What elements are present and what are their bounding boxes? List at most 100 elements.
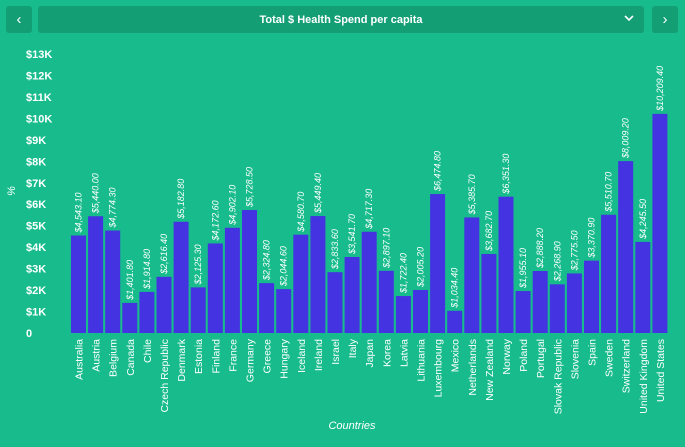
y-tick-label: $13K: [26, 49, 52, 61]
x-tick-label: Korea: [381, 339, 393, 367]
x-tick-label: Ireland: [313, 339, 325, 371]
data-label: $5,182.80: [176, 179, 186, 220]
x-tick-label: Iceland: [296, 339, 308, 373]
x-tick-label: Slovak Republic: [552, 339, 564, 414]
bar-luxembourg[interactable]: [430, 194, 446, 333]
bar-canada[interactable]: [122, 302, 138, 333]
bar-united-kingdom[interactable]: [635, 241, 651, 333]
data-label: $2,005.20: [416, 247, 426, 288]
x-tick-label: Netherlands: [467, 339, 479, 396]
bar-japan[interactable]: [361, 231, 377, 333]
data-label: $1,722.40: [398, 253, 408, 294]
bar-belgium[interactable]: [105, 230, 121, 333]
bar-australia[interactable]: [71, 235, 86, 333]
x-tick-label: Sweden: [604, 339, 616, 377]
bar-switzerland[interactable]: [618, 161, 634, 333]
x-tick-label: Switzerland: [621, 339, 633, 393]
bar-mexico[interactable]: [447, 310, 463, 333]
chevron-left-icon: ‹: [16, 11, 22, 28]
y-axis: 0 $1K $2K $3K $4K $5K $6K $7K $8K $9K $10K $11K $12K…: [26, 49, 52, 340]
data-label: $2,324.80: [262, 240, 272, 281]
y-tick-label: $4K: [26, 242, 46, 254]
y-tick-label: $10K: [26, 113, 52, 125]
x-tick-label: Belgium: [108, 339, 120, 377]
chevron-right-icon: ›: [662, 11, 668, 28]
bar-slovak-republic[interactable]: [549, 284, 565, 333]
bar-portugal[interactable]: [532, 271, 548, 333]
data-label: $5,449.40: [313, 173, 323, 214]
bar-united-states[interactable]: [652, 113, 668, 334]
x-axis: Australia Austria Belgium Canada Chile Czech …: [74, 338, 667, 414]
bar-ireland[interactable]: [310, 216, 326, 333]
x-tick-label: Czech Republic: [159, 339, 171, 413]
data-label: $6,474.80: [433, 151, 443, 192]
bar-iceland[interactable]: [293, 234, 309, 333]
data-label: $6,351.30: [501, 154, 511, 195]
data-label: $3,682.70: [484, 211, 494, 252]
bar-korea[interactable]: [378, 270, 394, 333]
y-tick-label: $9K: [26, 135, 46, 147]
bar-czech-republic[interactable]: [156, 276, 172, 333]
bar-italy[interactable]: [344, 256, 360, 333]
next-button[interactable]: ›: [652, 6, 678, 33]
bars: $4,543.10 $5,440.00 $4,774.30 $1,401.80 $1,9…: [71, 66, 668, 334]
data-label: $2,888.20: [535, 228, 545, 269]
bar-denmark[interactable]: [173, 221, 189, 333]
x-tick-label: Latvia: [398, 339, 410, 367]
bar-austria[interactable]: [88, 216, 104, 333]
y-tick-label: 0: [26, 328, 32, 340]
data-label: $8,009.20: [621, 118, 631, 159]
bar-hungary[interactable]: [276, 289, 292, 333]
x-tick-label: Denmark: [176, 338, 188, 381]
bar-finland[interactable]: [207, 243, 223, 333]
bar-france[interactable]: [224, 227, 240, 333]
bar-new-zealand[interactable]: [481, 253, 497, 333]
data-label: $1,034.40: [450, 268, 460, 309]
bar-sweden[interactable]: [601, 214, 617, 333]
bar-lithuania[interactable]: [413, 289, 428, 333]
bar-poland[interactable]: [515, 291, 531, 333]
x-tick-label: Poland: [518, 339, 530, 372]
bar-slovenia[interactable]: [566, 273, 582, 333]
y-tick-label: $12K: [26, 70, 52, 82]
x-tick-label: Spain: [587, 339, 599, 366]
data-label: $4,580.70: [296, 192, 306, 233]
metric-select[interactable]: Total $ Health Spend per capita: [38, 6, 644, 33]
previous-button[interactable]: ‹: [6, 6, 32, 33]
data-label: $1,955.10: [518, 248, 528, 289]
bar-germany[interactable]: [242, 210, 257, 333]
y-tick-label: $8K: [26, 156, 46, 168]
bar-chile[interactable]: [139, 291, 155, 333]
x-tick-label: Finland: [210, 339, 222, 374]
x-tick-label: Norway: [501, 338, 513, 374]
data-label: $3,370.90: [587, 218, 597, 259]
x-tick-label: Slovenia: [569, 339, 581, 379]
data-label: $2,897.10: [381, 228, 391, 269]
x-tick-label: United States: [655, 339, 667, 402]
x-tick-label: Austria: [91, 339, 103, 372]
bar-norway[interactable]: [498, 196, 514, 333]
x-tick-label: Germany: [245, 338, 257, 382]
data-label: $2,833.60: [330, 229, 340, 270]
bar-latvia[interactable]: [395, 296, 411, 333]
y-tick-label: $5K: [26, 221, 46, 233]
bar-greece[interactable]: [259, 283, 275, 333]
data-label: $2,044.60: [279, 246, 289, 287]
y-axis-label: %: [6, 186, 18, 196]
data-label: $4,245.50: [638, 199, 648, 240]
x-tick-label: Portugal: [535, 339, 547, 378]
bar-spain[interactable]: [584, 260, 599, 333]
y-tick-label: $11K: [26, 92, 52, 104]
bar-estonia[interactable]: [190, 287, 206, 333]
bar-israel[interactable]: [327, 272, 343, 333]
data-label: $5,385.70: [467, 174, 477, 215]
bar-netherlands[interactable]: [464, 217, 480, 333]
data-label: $4,717.30: [364, 189, 374, 230]
data-label: $1,914.80: [142, 249, 152, 290]
x-tick-label: Hungary: [279, 338, 291, 378]
x-tick-label: Luxembourg: [433, 339, 445, 398]
data-label: $5,510.70: [604, 172, 614, 213]
data-label: $2,616.40: [159, 234, 169, 275]
data-label: $2,125.30: [193, 244, 203, 285]
data-label: $2,775.50: [569, 230, 579, 271]
